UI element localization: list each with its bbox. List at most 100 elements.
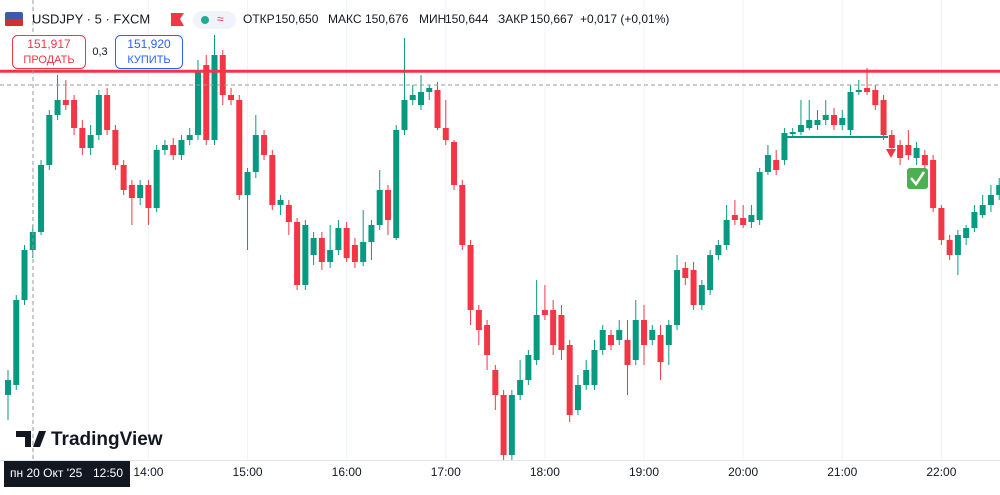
candle-body [607, 335, 614, 345]
candle-body [46, 115, 53, 165]
candle-body [351, 245, 358, 262]
candle-body [277, 200, 284, 205]
buy-label: КУПИТЬ [127, 54, 170, 66]
candle-body [294, 222, 301, 285]
candle-body [442, 128, 449, 140]
candle-body [434, 90, 441, 128]
candle-body [236, 100, 243, 195]
candle-body [533, 315, 540, 360]
candle-body [831, 115, 837, 125]
candle-body [71, 100, 78, 128]
x-tick-label: 22:00 [926, 465, 956, 479]
candle-body [880, 100, 887, 135]
candle-body [186, 135, 193, 140]
candle-body [360, 242, 367, 262]
candle-body [137, 185, 144, 198]
candle-body [657, 335, 664, 362]
candle-body [368, 225, 375, 242]
candle-body [748, 215, 755, 222]
candle-body [38, 165, 45, 232]
candle-body [839, 118, 846, 125]
candle-body [583, 370, 590, 385]
candle-body [170, 145, 177, 155]
crosshair-time-box [4, 461, 130, 487]
candle-body [921, 155, 928, 165]
candle-body [847, 92, 854, 130]
check-marker [907, 168, 928, 189]
sell-label: ПРОДАТЬ [23, 54, 74, 66]
candle-body [508, 395, 515, 455]
candle-body [517, 380, 524, 395]
candle-body [855, 90, 862, 92]
candle-body [228, 95, 235, 100]
candle-body [285, 205, 292, 222]
candle-body [789, 132, 796, 134]
candle-body [409, 95, 416, 100]
symbol: USDJPY · 5 · FXCM [32, 11, 150, 26]
candle-body [797, 125, 804, 132]
candle-body [740, 218, 747, 225]
candle-body [459, 185, 466, 245]
candle-body [872, 90, 879, 105]
candle-body [426, 88, 433, 92]
candle-body [707, 255, 714, 290]
flag-marker[interactable] [171, 13, 184, 26]
candle-body [541, 310, 548, 315]
time-axis-labels: 14:00 15:00 16:00 17:00 18:00 19:00 20:00 21:00… [133, 465, 956, 479]
watermark: TradingView [51, 429, 163, 450]
buy-button[interactable] [115, 35, 183, 69]
candle-body [764, 155, 771, 172]
candle-body [905, 145, 912, 155]
candle-body [987, 195, 994, 205]
candle-body [641, 320, 648, 345]
candle-body [616, 330, 623, 340]
status-pill[interactable] [193, 11, 236, 29]
candle-body [302, 225, 309, 285]
candle-body [756, 172, 763, 220]
status-dot [201, 16, 209, 24]
candle-body [806, 120, 813, 128]
sell-marker [886, 149, 896, 158]
open-label: ОТКР [243, 12, 275, 26]
candle-body [888, 135, 895, 148]
candle-body [550, 310, 557, 345]
x-tick-label: 14:00 [133, 465, 163, 479]
spread: 0,3 [92, 46, 107, 58]
candle-body [112, 130, 119, 165]
candle-body [814, 120, 821, 125]
close-label: ЗАКР [498, 12, 528, 26]
candle-body [492, 370, 499, 395]
candle-body [219, 55, 226, 95]
candle-body [252, 135, 259, 172]
logo-icon [16, 431, 46, 447]
candle-body [384, 190, 391, 220]
candle-body [335, 228, 342, 250]
candle-body [475, 310, 482, 330]
candle-body [954, 235, 961, 255]
candle-body [13, 300, 20, 385]
candle-body [864, 88, 871, 92]
check-icon [910, 171, 926, 187]
high-label: МАКС [328, 12, 362, 26]
candle-body [95, 95, 102, 135]
candle-body [145, 185, 152, 208]
candle-body [327, 250, 334, 262]
candle-body [393, 130, 400, 238]
candle-body [599, 330, 606, 350]
candle-body [376, 190, 383, 225]
candle-body [930, 160, 937, 208]
x-tick-label: 17:00 [431, 465, 461, 479]
sell-button[interactable] [12, 35, 86, 69]
candle-body [21, 250, 28, 300]
candle-body [558, 315, 565, 350]
candle-body [161, 145, 168, 150]
candle-body [723, 220, 730, 245]
candle-body [269, 155, 276, 205]
candle-body [525, 355, 532, 380]
candle-body [682, 268, 689, 278]
candle-body [128, 185, 135, 198]
crosshair-time: 12:50 [93, 466, 123, 480]
candle-body [566, 345, 573, 415]
